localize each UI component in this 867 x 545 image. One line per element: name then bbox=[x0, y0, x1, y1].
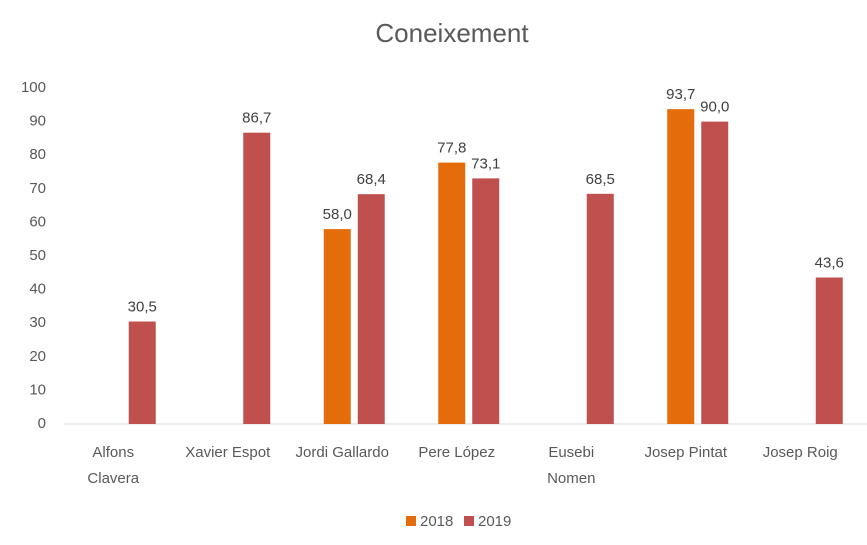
bar bbox=[438, 162, 466, 425]
y-tick-label: 20 bbox=[29, 348, 46, 365]
legend-label: 2018 bbox=[420, 513, 453, 530]
y-tick-label: 0 bbox=[38, 415, 46, 432]
bar bbox=[815, 277, 843, 424]
legend-swatch bbox=[406, 516, 416, 526]
bar bbox=[667, 109, 695, 424]
y-tick-label: 40 bbox=[29, 281, 46, 298]
bar bbox=[128, 321, 156, 424]
data-label: 77,8 bbox=[437, 140, 466, 157]
y-tick-label: 60 bbox=[29, 213, 46, 230]
data-label: 30,5 bbox=[128, 298, 157, 315]
y-tick-label: 10 bbox=[29, 381, 46, 398]
data-label: 68,4 bbox=[357, 171, 386, 188]
x-tick-label: Xavier Espot bbox=[185, 444, 271, 461]
bar bbox=[586, 193, 614, 424]
y-tick-label: 70 bbox=[29, 180, 46, 197]
bar bbox=[701, 121, 729, 424]
x-tick-label: Josep Roig bbox=[762, 444, 838, 461]
data-label: 43,6 bbox=[815, 254, 844, 271]
data-label: 93,7 bbox=[666, 86, 695, 103]
bar bbox=[357, 194, 385, 424]
data-label: 68,5 bbox=[586, 171, 615, 188]
x-tick-label: Josep Pintat bbox=[644, 444, 728, 461]
x-tick-label: Jordi Gallardo bbox=[295, 444, 389, 461]
y-tick-label: 30 bbox=[29, 314, 46, 331]
x-tick-label: Alfons Clavera bbox=[87, 444, 140, 487]
data-label: 90,0 bbox=[700, 99, 729, 116]
data-label: 86,7 bbox=[242, 110, 271, 127]
data-label: 58,0 bbox=[323, 206, 352, 223]
y-tick-label: 90 bbox=[29, 113, 46, 130]
data-label: 73,1 bbox=[471, 155, 500, 172]
chart-title: Coneixement bbox=[375, 18, 529, 48]
bar bbox=[472, 178, 500, 424]
legend-swatch bbox=[464, 516, 474, 526]
bar bbox=[243, 132, 271, 425]
legend-label: 2019 bbox=[478, 513, 511, 530]
y-tick-label: 100 bbox=[21, 79, 46, 96]
y-tick-label: 80 bbox=[29, 146, 46, 163]
x-tick-label: Pere López bbox=[418, 444, 496, 461]
bar bbox=[323, 229, 351, 424]
x-tick-label: Eusebi Nomen bbox=[547, 444, 596, 487]
y-tick-label: 50 bbox=[29, 247, 46, 264]
